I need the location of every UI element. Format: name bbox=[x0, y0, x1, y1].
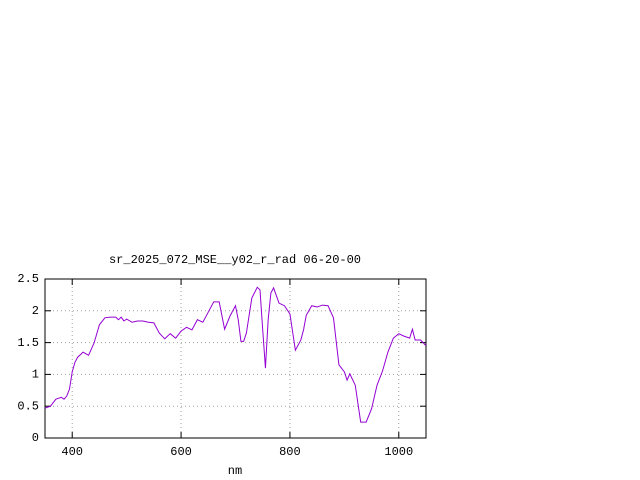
x-tick-label: 800 bbox=[279, 445, 301, 459]
line bbox=[44, 286, 427, 423]
y-tick-label: 2 bbox=[32, 304, 39, 318]
y-tick-label: 1 bbox=[32, 368, 39, 382]
y-tick-label: 0.5 bbox=[17, 399, 39, 413]
x-tick-label: 1000 bbox=[384, 445, 413, 459]
y-tick-label: 0 bbox=[32, 431, 39, 445]
plot-border bbox=[44, 278, 427, 439]
y-tick-label: 2.5 bbox=[17, 272, 39, 286]
x-tick-label: 600 bbox=[170, 445, 192, 459]
x-tick-label: 400 bbox=[61, 445, 83, 459]
y-tick-label: 1.5 bbox=[17, 336, 39, 350]
chart-title: sr_2025_072_MSE__y02_r_rad 06-20-00 bbox=[109, 253, 361, 267]
x-axis-label: nm bbox=[228, 464, 242, 478]
